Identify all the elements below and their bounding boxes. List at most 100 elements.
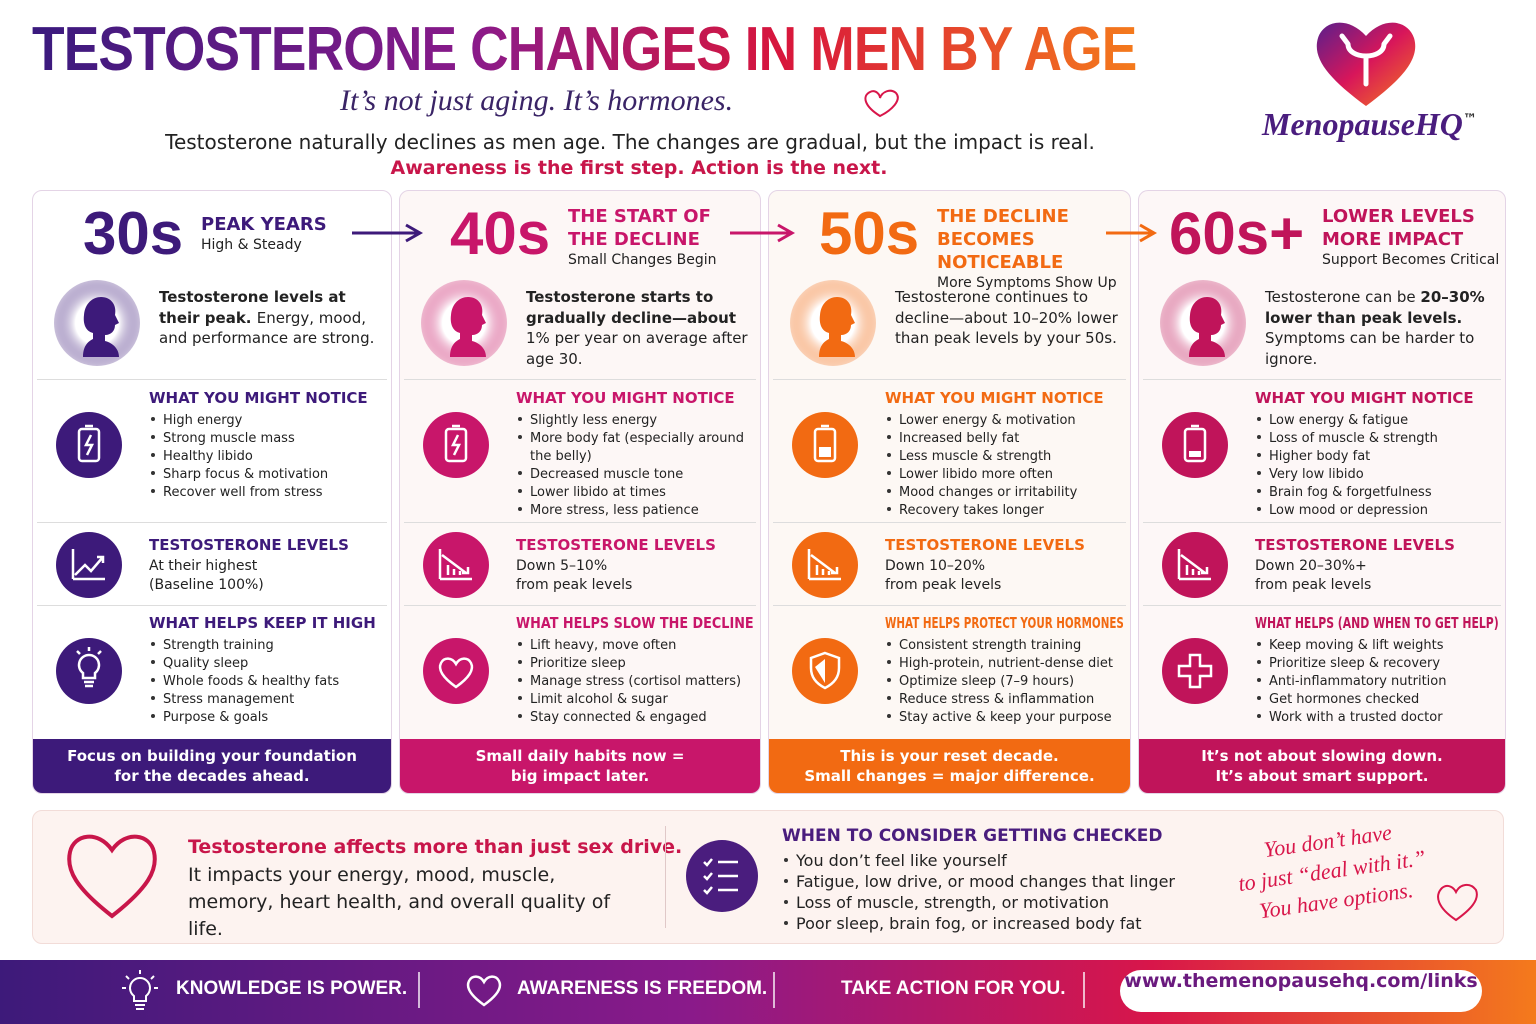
item-text: Anti-inflammatory nutrition	[1269, 674, 1447, 689]
item-text: Less muscle & strength	[899, 449, 1052, 464]
age: 30s	[83, 200, 184, 267]
helps-item: Limit alcohol & sugar	[516, 691, 750, 709]
bullet	[151, 435, 155, 439]
item-text: Decreased muscle tone	[530, 467, 684, 482]
helps-icon-part	[423, 638, 489, 704]
column-footer: Small daily habits now = big impact later…	[400, 739, 760, 793]
helps-item: Optimize sleep (7–9 hours)	[885, 673, 1120, 691]
item-text: You don’t feel like yourself	[796, 851, 1007, 870]
notice-item: Strong muscle mass	[149, 430, 381, 448]
avatar	[53, 279, 141, 371]
notice-title: WHAT YOU MIGHT NOTICE	[149, 389, 368, 407]
notice-icon-part	[813, 427, 837, 463]
bullet	[1257, 660, 1261, 664]
helps-item: Prioritize sleep & recovery	[1255, 655, 1495, 673]
notice-item: More stress, less patience	[516, 502, 750, 520]
summary-part: Testosterone starts to gradually decline…	[526, 288, 737, 327]
item-text: Poor sleep, brain fog, or increased body…	[796, 914, 1142, 933]
bullet	[1257, 471, 1261, 475]
notice-item: Less muscle & strength	[885, 448, 1120, 466]
footer-line: It’s about smart support.	[1215, 767, 1429, 785]
notice-item: Lower energy & motivation	[885, 412, 1120, 430]
subheading: Small Changes Begin	[568, 252, 717, 268]
levels-icon	[55, 531, 123, 603]
bullet	[151, 696, 155, 700]
helps-item: Stay connected & engaged	[516, 709, 750, 727]
footer-line: Small changes = major difference.	[804, 767, 1095, 785]
column-card: 50s THE DECLINE BECOMES NOTICEABLE More Sy…	[768, 190, 1131, 794]
helps-item: Whole foods & healthy fats	[149, 673, 381, 691]
url[interactable]: www.themenopausehq.com/links	[1120, 970, 1482, 1012]
levels-line: Down 5–10%	[516, 558, 608, 574]
item-text: Sharp focus & motivation	[163, 467, 329, 482]
item-text: Work with a trusted doctor	[1269, 710, 1443, 725]
notice-icon-part	[819, 447, 831, 457]
item-text: Stay active & keep your purpose	[899, 710, 1112, 725]
bullet	[1257, 453, 1261, 457]
item-text: More body fat (especially around the bel…	[530, 431, 744, 464]
levels-icon-part	[1162, 532, 1228, 598]
item-text: Purpose & goals	[163, 710, 269, 725]
helps-item: Manage stress (cortisol matters)	[516, 673, 750, 691]
notice-item: Lower libido more often	[885, 466, 1120, 484]
bullet	[784, 858, 788, 862]
levels-line: Down 10–20%	[885, 558, 986, 574]
bullet	[784, 879, 788, 883]
title: TESTOSTERONE CHANGES IN MEN BY AGE	[32, 15, 1137, 84]
helps-icon	[422, 637, 490, 709]
levels-icon-part	[423, 532, 489, 598]
check-item: Loss of muscle, strength, or motivation	[782, 892, 1202, 913]
logo-mark: ™	[1462, 111, 1477, 128]
levels-icon	[1161, 531, 1229, 603]
item-text: Slightly less energy	[530, 413, 658, 428]
panel-body: It impacts your energy, mood, muscle, me…	[188, 864, 611, 940]
bullet	[151, 489, 155, 493]
footer-line: It’s not about slowing down.	[1201, 747, 1443, 765]
item-text: Manage stress (cortisol matters)	[530, 674, 742, 689]
notice-icon	[791, 411, 859, 483]
panel	[32, 810, 1504, 944]
notice-item: More body fat (especially around the bel…	[516, 430, 750, 466]
item-text: Loss of muscle & strength	[1269, 431, 1438, 446]
bullet	[1257, 489, 1261, 493]
bullet	[151, 660, 155, 664]
item-text: Get hormones checked	[1269, 692, 1420, 707]
notice-icon-part	[77, 427, 101, 463]
helps-icon-part	[1162, 638, 1228, 704]
bullet	[887, 471, 891, 475]
notice-item: Decreased muscle tone	[516, 466, 750, 484]
divider	[37, 379, 387, 380]
item-text: Prioritize sleep	[530, 656, 626, 671]
heart-doodle	[1437, 884, 1478, 922]
item-text: Limit alcohol & sugar	[530, 692, 668, 707]
bullet	[1257, 678, 1261, 682]
helps-icon-part	[423, 638, 489, 704]
item-text: Optimize sleep (7–9 hours)	[899, 674, 1075, 689]
avatar	[420, 279, 508, 371]
column-card: 30s PEAK YEARS High & Steady Testosterone l…	[32, 190, 392, 794]
levels-icon-part	[56, 532, 122, 598]
summary-part: Testosterone levels at their peak.	[159, 288, 346, 327]
bullet	[784, 900, 788, 904]
footer-item: TAKE ACTION FOR YOU.	[841, 978, 1066, 999]
notice-item: Low energy & fatigue	[1255, 412, 1495, 430]
helps-item: Reduce stress & inflammation	[885, 691, 1120, 709]
age: 50s	[819, 200, 920, 267]
checklist-icon	[686, 840, 758, 912]
bullet	[887, 435, 891, 439]
helps-item: Quality sleep	[149, 655, 381, 673]
helps-icon-part	[76, 647, 102, 688]
avatar-part	[54, 280, 140, 366]
footer-line: Small daily habits now =	[475, 747, 685, 765]
levels-line: At their highest	[149, 558, 258, 574]
age: 60s+	[1169, 200, 1305, 267]
bulb-icon	[122, 970, 158, 1010]
divider	[37, 605, 387, 606]
notice-item: Healthy libido	[149, 448, 381, 466]
notice-item: Slightly less energy	[516, 412, 750, 430]
divider	[404, 522, 756, 523]
item-text: Higher body fat	[1269, 449, 1371, 464]
notice-list: Slightly less energy More body fat (espec…	[516, 412, 750, 520]
item-text: Lower libido at times	[530, 485, 666, 500]
avatar-part	[1160, 280, 1246, 366]
